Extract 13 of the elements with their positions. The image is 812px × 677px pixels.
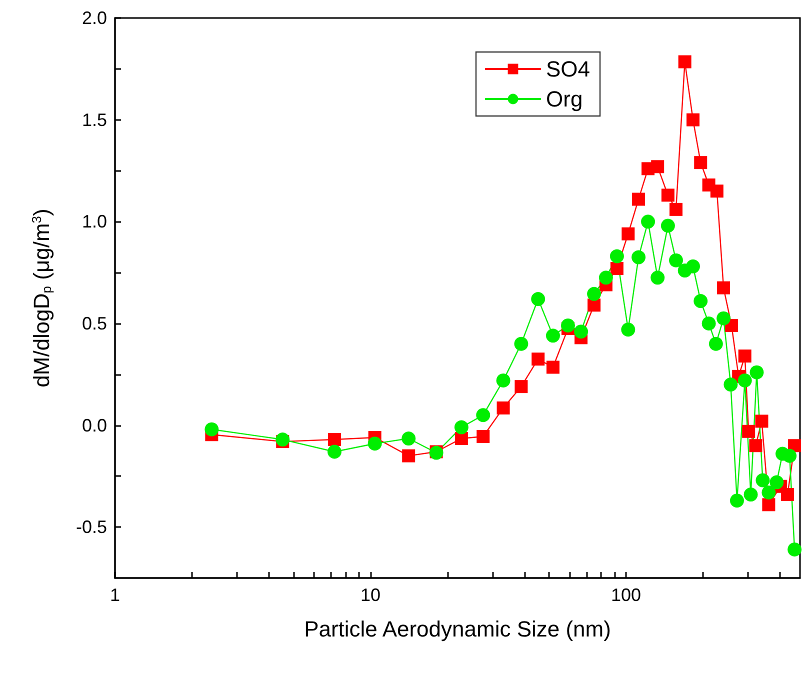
y-tick-label: 1.5: [82, 110, 107, 130]
y-axis-title: dM/dlogDp (μg/m3): [29, 208, 54, 388]
y-tick-label: -0.5: [76, 517, 107, 538]
y-tick-label: 0.0: [82, 415, 107, 436]
x-tick-label: 100: [610, 585, 641, 605]
legend-label: SO4: [546, 56, 590, 82]
y-tick-label: 2.0: [82, 8, 107, 28]
y-tick-label: 0.5: [82, 313, 107, 334]
x-tick-label: 1: [110, 585, 120, 605]
y-tick-label: 1.0: [82, 212, 107, 232]
legend-label: Org: [546, 86, 583, 112]
x-tick-label: 10: [360, 585, 380, 605]
x-axis-title: Particle Aerodynamic Size (nm): [304, 616, 611, 642]
